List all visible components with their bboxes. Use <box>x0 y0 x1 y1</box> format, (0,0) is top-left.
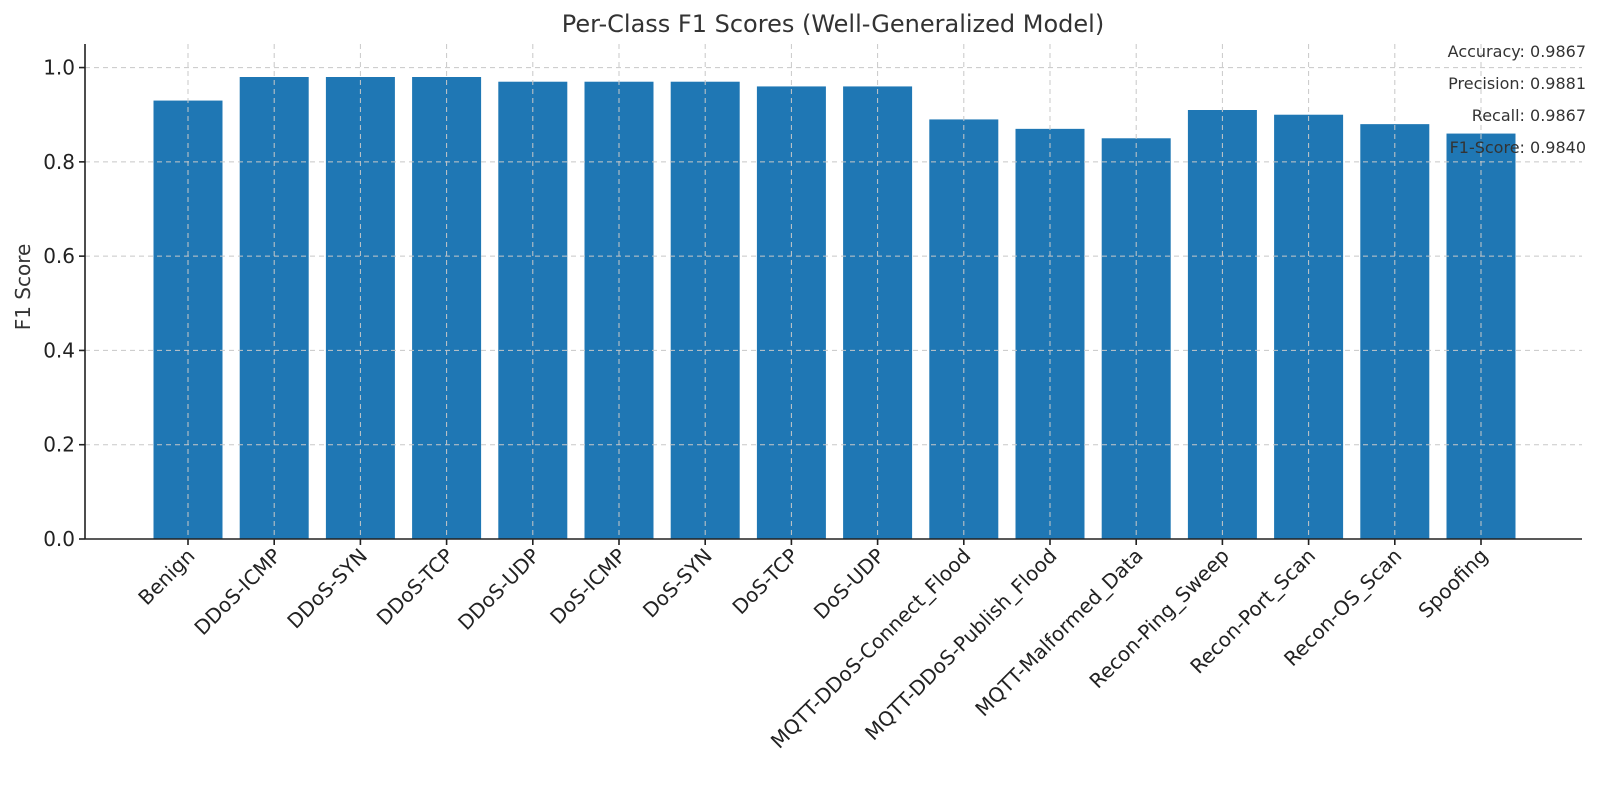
x-tick-label: DDoS-SYN <box>282 544 372 634</box>
x-tick-label: DoS-SYN <box>638 544 717 623</box>
y-tick-label: 0.0 <box>43 527 75 551</box>
bar-mqtt-malformed-data <box>1101 138 1171 540</box>
axes-layer <box>84 44 1582 540</box>
bar-benign <box>153 100 223 540</box>
x-tick-label: DoS-UDP <box>809 544 889 624</box>
y-axis-label: F1 Score <box>11 244 35 331</box>
x-tick-label: Recon-Ping_Sweep <box>1084 544 1233 693</box>
chart-title: Per-Class F1 Scores (Well-Generalized Mo… <box>562 10 1104 38</box>
x-tick-label: DoS-ICMP <box>545 544 630 629</box>
y-tick-label: 1.0 <box>43 56 75 80</box>
y-tick-label: 0.2 <box>43 433 75 457</box>
y-tick-label: 0.4 <box>43 338 75 362</box>
bars-layer <box>153 77 1516 540</box>
x-tick-label: Spoofing <box>1413 544 1492 623</box>
metric-label: Recall: 0.9867 <box>1472 106 1586 125</box>
metric-label: Precision: 0.9881 <box>1448 74 1586 93</box>
x-tick-label: Benign <box>133 544 199 610</box>
x-tick-label: DDoS-UDP <box>453 544 544 635</box>
x-tick-label: DoS-TCP <box>727 544 803 620</box>
y-tick-label: 0.8 <box>43 150 75 174</box>
x-tick-label: DDoS-ICMP <box>189 544 285 640</box>
metric-label: F1-Score: 0.9840 <box>1450 138 1586 157</box>
metrics-annotation: Accuracy: 0.9867 Precision: 0.9881 Recall:… <box>1448 42 1586 157</box>
x-tick-label: MQTT-Malformed_Data <box>970 544 1147 721</box>
grid-layer <box>85 44 1582 539</box>
y-tick-label: 0.6 <box>43 244 75 268</box>
metric-label: Accuracy: 0.9867 <box>1448 42 1586 61</box>
x-tick-label: DDoS-TCP <box>372 544 458 630</box>
y-ticks: 0.0 0.2 0.4 0.6 0.8 1.0 <box>43 56 85 551</box>
